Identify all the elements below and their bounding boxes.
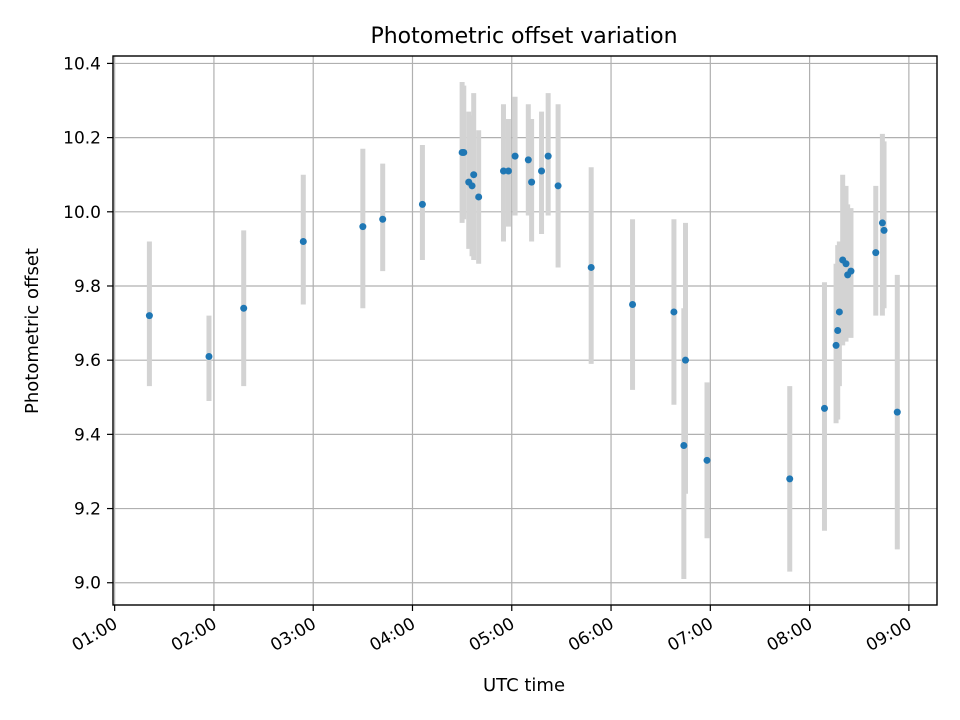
y-tick-label: 9.2 [74, 500, 101, 520]
data-point [299, 237, 307, 245]
x-tick-label: 04:00 [367, 614, 419, 656]
data-point [528, 178, 536, 186]
data-point [820, 404, 828, 412]
x-tick-label: 07:00 [664, 614, 716, 656]
data-point [834, 327, 842, 334]
data-point [835, 308, 843, 316]
x-tick-label: 03:00 [267, 614, 319, 656]
data-point [379, 215, 387, 223]
data-point [145, 312, 153, 320]
data-point [847, 267, 855, 275]
data-point [670, 308, 678, 316]
data-point [460, 148, 468, 156]
data-point [511, 152, 519, 160]
x-tick-label: 06:00 [565, 614, 617, 656]
y-tick-label: 10.2 [63, 129, 101, 149]
x-tick-label: 09:00 [863, 614, 915, 656]
x-tick-label: 05:00 [466, 614, 518, 656]
data-point [872, 249, 880, 257]
data-point [681, 356, 689, 364]
y-tick-label: 9.0 [74, 574, 101, 594]
data-point [524, 156, 532, 164]
y-tick-label: 9.6 [74, 351, 101, 371]
data-point [470, 171, 478, 179]
chart-title: Photometric offset variation [370, 24, 677, 49]
y-tick-label: 9.8 [74, 277, 101, 297]
data-point [842, 260, 850, 268]
data-point [475, 193, 483, 201]
y-axis-ticks: 9.0 9.2 9.4 9.6 9.8 10.0 10.2 10.4 [63, 54, 113, 594]
y-tick-label: 10.0 [63, 203, 101, 223]
data-point [629, 301, 637, 309]
x-tick-label: 08:00 [764, 614, 816, 656]
data-point [418, 200, 426, 208]
data-point [786, 475, 794, 483]
data-point [554, 182, 562, 190]
data-point [240, 304, 248, 312]
data-point [893, 408, 901, 416]
data-point [878, 219, 886, 227]
grid-lines [113, 56, 937, 605]
y-tick-label: 9.4 [74, 425, 101, 445]
plot-frame [112, 55, 938, 606]
y-axis-label: Photometric offset [22, 248, 43, 414]
x-tick-label: 01:00 [69, 614, 121, 656]
x-axis-ticks: 01:00 02:00 03:00 04:00 05:00 06:00 07:00 08:00… [69, 605, 915, 656]
data-point [205, 352, 213, 360]
data-point [538, 167, 546, 175]
data-point [468, 182, 476, 190]
x-tick-label: 02:00 [168, 614, 220, 656]
data-point [544, 152, 552, 160]
data-point [359, 223, 367, 231]
data-point [587, 263, 595, 271]
x-axis-label: UTC time [483, 675, 565, 696]
data-point [703, 456, 711, 464]
data-point [680, 441, 688, 449]
error-bars [146, 81, 900, 580]
data-point [504, 167, 512, 175]
data-point [832, 341, 840, 349]
data-points [145, 148, 901, 483]
data-point [880, 226, 888, 234]
y-tick-label: 10.4 [63, 54, 101, 74]
data-point [499, 167, 507, 175]
